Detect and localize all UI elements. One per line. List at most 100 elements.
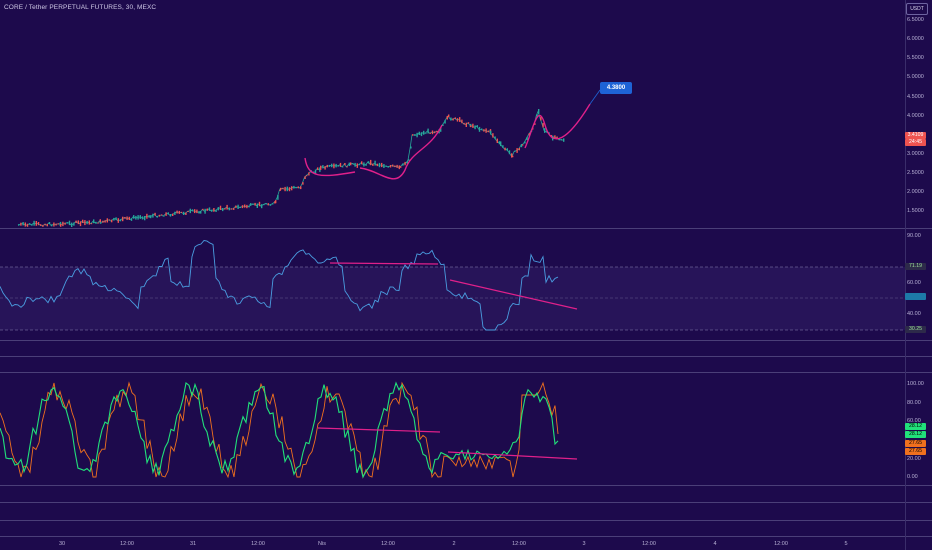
candle <box>387 166 389 168</box>
chart-canvas[interactable] <box>0 0 905 550</box>
candle <box>198 211 200 214</box>
candle <box>269 204 272 206</box>
candle <box>420 132 423 137</box>
price-axis[interactable] <box>905 0 932 550</box>
candle <box>465 122 467 127</box>
candle <box>224 208 226 210</box>
candle <box>180 211 183 213</box>
candle <box>152 213 154 218</box>
pane-divider[interactable] <box>0 340 932 341</box>
rsi-trendline-2 <box>449 279 578 310</box>
candle <box>165 212 167 216</box>
candle <box>115 217 117 221</box>
candle <box>117 218 119 223</box>
candle <box>119 219 122 222</box>
candle <box>410 146 412 149</box>
candle <box>252 203 254 205</box>
candle <box>26 223 29 227</box>
rsi-axis-label: 40.00 <box>907 311 921 317</box>
price-axis-label: 4.5000 <box>907 94 924 100</box>
candle <box>248 206 250 208</box>
candle <box>344 163 346 166</box>
candle <box>481 128 483 131</box>
candle <box>423 130 425 135</box>
candle <box>133 215 135 219</box>
candle <box>286 186 288 192</box>
chart-title: CORE / Tether PERPETUAL FUTURES, 30, MEX… <box>4 4 157 11</box>
candle <box>328 164 331 167</box>
candle <box>146 213 148 219</box>
candle <box>406 161 408 164</box>
candle <box>111 219 113 223</box>
candle <box>520 144 523 148</box>
candle <box>404 161 406 166</box>
stoch-axis-label: 80.00 <box>907 400 921 406</box>
candle <box>62 221 64 227</box>
time-axis-label: 12:00 <box>381 541 395 547</box>
candle <box>463 122 465 125</box>
candle <box>18 224 20 226</box>
candle <box>217 207 219 211</box>
candle <box>385 165 387 167</box>
candle <box>79 221 82 227</box>
candle <box>304 176 306 179</box>
candle <box>456 118 459 122</box>
pane-divider[interactable] <box>0 502 932 503</box>
candle <box>208 207 211 211</box>
price-axis-label: 6.5000 <box>907 17 924 23</box>
candle <box>425 132 427 134</box>
candle <box>506 148 508 151</box>
pane-divider[interactable] <box>0 228 932 229</box>
candle <box>459 117 461 122</box>
time-axis-label: Nis <box>318 541 326 547</box>
candle <box>106 218 108 223</box>
pane-divider[interactable] <box>0 520 932 521</box>
candle <box>524 141 526 144</box>
pane-divider[interactable] <box>0 536 932 537</box>
candle <box>200 211 202 214</box>
candle <box>446 116 448 120</box>
candle <box>122 216 124 222</box>
candle <box>392 164 394 167</box>
candle <box>86 220 88 225</box>
candle <box>75 220 77 223</box>
candle <box>389 165 392 168</box>
candle <box>367 161 369 164</box>
candle <box>219 205 222 210</box>
candle <box>144 216 146 221</box>
stoch-axis-label: 100.00 <box>907 381 924 387</box>
candle <box>514 150 516 152</box>
candle <box>246 204 248 209</box>
candle <box>280 187 282 191</box>
candle <box>518 148 520 151</box>
candle <box>113 217 115 221</box>
candle <box>137 215 139 220</box>
candle <box>258 201 261 207</box>
price-callout[interactable]: 4.3800 <box>600 82 632 94</box>
candle <box>51 224 53 227</box>
candle <box>189 208 191 214</box>
candle <box>412 134 414 136</box>
pane-divider[interactable] <box>0 372 932 373</box>
candle <box>235 205 237 208</box>
candle <box>267 203 269 206</box>
rsi-lower-tag: 30.25 <box>905 326 926 333</box>
candle <box>376 163 378 167</box>
candle <box>59 221 62 226</box>
stoch-trendline-1 <box>317 427 441 433</box>
price-tag: 3.4109 <box>905 132 926 139</box>
candle <box>536 114 538 117</box>
time-axis-label: 12:00 <box>512 541 526 547</box>
candle <box>77 220 79 225</box>
candle <box>356 163 358 168</box>
candle <box>363 162 365 167</box>
candle <box>444 119 446 124</box>
candle <box>544 128 546 133</box>
pane-divider[interactable] <box>0 485 932 486</box>
candle <box>237 204 239 209</box>
pane-divider[interactable] <box>0 356 932 357</box>
currency-button[interactable]: USDT <box>906 3 928 15</box>
candle <box>483 129 485 132</box>
candle <box>556 136 558 140</box>
candle <box>88 220 90 225</box>
